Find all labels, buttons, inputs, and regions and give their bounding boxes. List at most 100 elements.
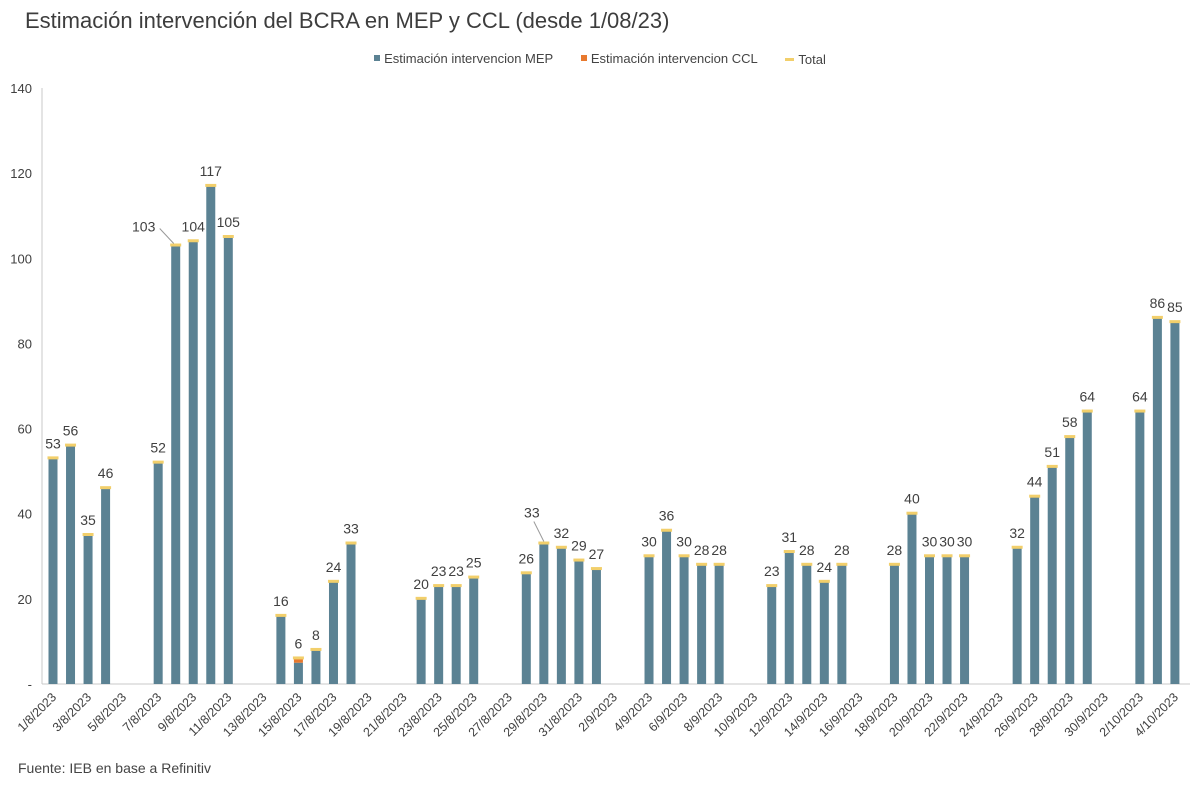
data-label: 28 [834, 542, 850, 558]
bar-mep [1082, 411, 1092, 684]
bar-mep [66, 445, 76, 684]
data-label: 24 [326, 559, 342, 575]
total-marker [292, 656, 304, 660]
total-marker [555, 545, 567, 549]
bar-mep [714, 564, 724, 684]
legend-label-total: Total [798, 52, 826, 67]
legend-item-mep: Estimación intervencion MEP [374, 51, 553, 66]
data-label: 25 [466, 555, 482, 571]
data-label: 103 [132, 219, 156, 235]
bar-mep [416, 598, 426, 684]
data-label: 30 [641, 533, 657, 549]
data-label: 28 [711, 542, 727, 558]
total-marker [766, 584, 778, 588]
total-marker [82, 533, 94, 536]
bar-mep [293, 662, 303, 684]
data-label: 16 [273, 593, 289, 609]
total-marker [187, 239, 199, 243]
bar-mep [48, 458, 58, 684]
bar-mep [83, 535, 93, 684]
bar-ccl [293, 658, 303, 663]
total-marker [433, 584, 445, 588]
data-label: 20 [413, 576, 429, 592]
data-label: 8 [312, 627, 320, 643]
data-label: 23 [431, 563, 447, 579]
bar-mep [819, 581, 829, 684]
total-marker [65, 443, 77, 447]
bar-mep [276, 615, 286, 684]
bar-mep [1152, 317, 1162, 684]
total-marker [1046, 464, 1058, 468]
bar-mep [697, 564, 707, 684]
bar-mep [1135, 411, 1145, 684]
data-label: 32 [1009, 525, 1025, 541]
total-marker [1029, 494, 1041, 498]
data-label: 64 [1132, 389, 1148, 405]
data-label: 6 [295, 635, 303, 651]
data-label: 105 [217, 214, 241, 230]
bar-mep [153, 462, 163, 684]
y-tick-label: 120 [10, 166, 32, 181]
bar-mep [574, 560, 584, 684]
total-marker [47, 456, 59, 460]
bar-mep [539, 543, 549, 684]
total-marker [327, 579, 339, 583]
total-marker [205, 183, 217, 187]
bar-mep [802, 564, 812, 684]
y-tick-label: - [28, 677, 32, 692]
data-label: 104 [182, 218, 206, 234]
legend-swatch-total [785, 58, 795, 61]
total-marker [1081, 409, 1093, 413]
y-tick-label: 140 [10, 81, 32, 96]
bar-mep [662, 530, 672, 684]
bar-mep [206, 185, 216, 684]
bar-mep [644, 556, 654, 684]
data-label: 33 [343, 521, 359, 537]
data-label: 30 [922, 533, 938, 549]
data-label: 27 [589, 546, 605, 562]
bar-mep [311, 649, 321, 684]
total-marker [152, 460, 164, 464]
bar-mep [469, 577, 479, 684]
total-marker [783, 550, 795, 554]
bar-mep [1170, 322, 1180, 684]
data-label-leader [533, 521, 545, 542]
legend-label-mep: Estimación intervencion MEP [384, 50, 554, 66]
total-marker [275, 613, 287, 617]
total-marker [170, 243, 182, 247]
data-label: 28 [694, 542, 710, 558]
bar-mep [101, 488, 111, 684]
data-label: 31 [781, 529, 797, 545]
total-marker [818, 579, 830, 583]
data-label: 35 [80, 512, 96, 528]
total-marker [310, 647, 322, 651]
total-marker [520, 571, 532, 575]
legend-item-ccl: Estimación intervencion CCL [580, 51, 758, 66]
bar-mep [346, 543, 356, 684]
data-label: 44 [1027, 474, 1043, 490]
total-marker [590, 567, 602, 571]
bar-mep [1047, 466, 1057, 684]
data-label: 117 [200, 163, 223, 179]
bar-mep [591, 569, 601, 684]
legend-item-total: Total [785, 52, 826, 67]
data-label: 30 [676, 533, 692, 549]
data-label: 64 [1079, 389, 1095, 405]
data-label: 24 [817, 559, 833, 575]
bar-mep [1065, 437, 1075, 684]
data-label: 52 [150, 440, 166, 456]
y-tick-label: 100 [10, 251, 32, 266]
total-marker [801, 562, 813, 566]
total-marker [1169, 320, 1181, 324]
data-label: 33 [524, 505, 540, 521]
total-marker [573, 558, 585, 562]
data-label: 32 [554, 525, 570, 541]
legend: Estimación intervencion MEP Estimación i… [0, 49, 1200, 67]
bar-mep [171, 245, 181, 684]
total-marker [468, 575, 480, 579]
data-label: 28 [887, 542, 903, 558]
data-label: 28 [799, 542, 815, 558]
y-tick-label: 80 [18, 336, 32, 351]
bar-mep [328, 581, 338, 684]
